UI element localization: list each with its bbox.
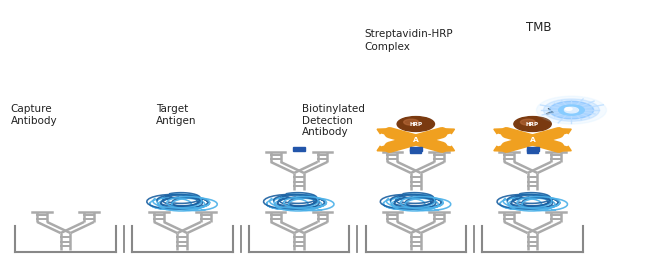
Circle shape xyxy=(558,105,584,115)
FancyArrow shape xyxy=(494,145,510,151)
Circle shape xyxy=(536,96,606,124)
Text: HRP: HRP xyxy=(410,121,422,127)
FancyArrow shape xyxy=(555,145,571,151)
Circle shape xyxy=(404,119,419,125)
Text: Target
Antigen: Target Antigen xyxy=(157,104,197,126)
FancyArrow shape xyxy=(377,145,393,151)
Text: A: A xyxy=(530,137,536,143)
Text: HRP: HRP xyxy=(526,121,539,127)
FancyArrow shape xyxy=(377,129,393,134)
Circle shape xyxy=(521,119,536,125)
FancyArrow shape xyxy=(555,129,571,134)
FancyArrow shape xyxy=(494,129,510,134)
Circle shape xyxy=(397,116,434,132)
Text: A: A xyxy=(413,137,419,143)
Circle shape xyxy=(514,116,551,132)
FancyArrow shape xyxy=(439,129,454,134)
Circle shape xyxy=(543,99,599,121)
Circle shape xyxy=(564,107,579,113)
Text: Streptavidin-HRP
Complex: Streptavidin-HRP Complex xyxy=(364,29,452,51)
Text: Biotinylated
Detection
Antibody: Biotinylated Detection Antibody xyxy=(302,104,365,137)
Circle shape xyxy=(565,108,572,110)
FancyArrow shape xyxy=(439,145,454,151)
Circle shape xyxy=(549,101,593,119)
Text: Capture
Antibody: Capture Antibody xyxy=(10,104,57,126)
Text: TMB: TMB xyxy=(526,21,552,34)
